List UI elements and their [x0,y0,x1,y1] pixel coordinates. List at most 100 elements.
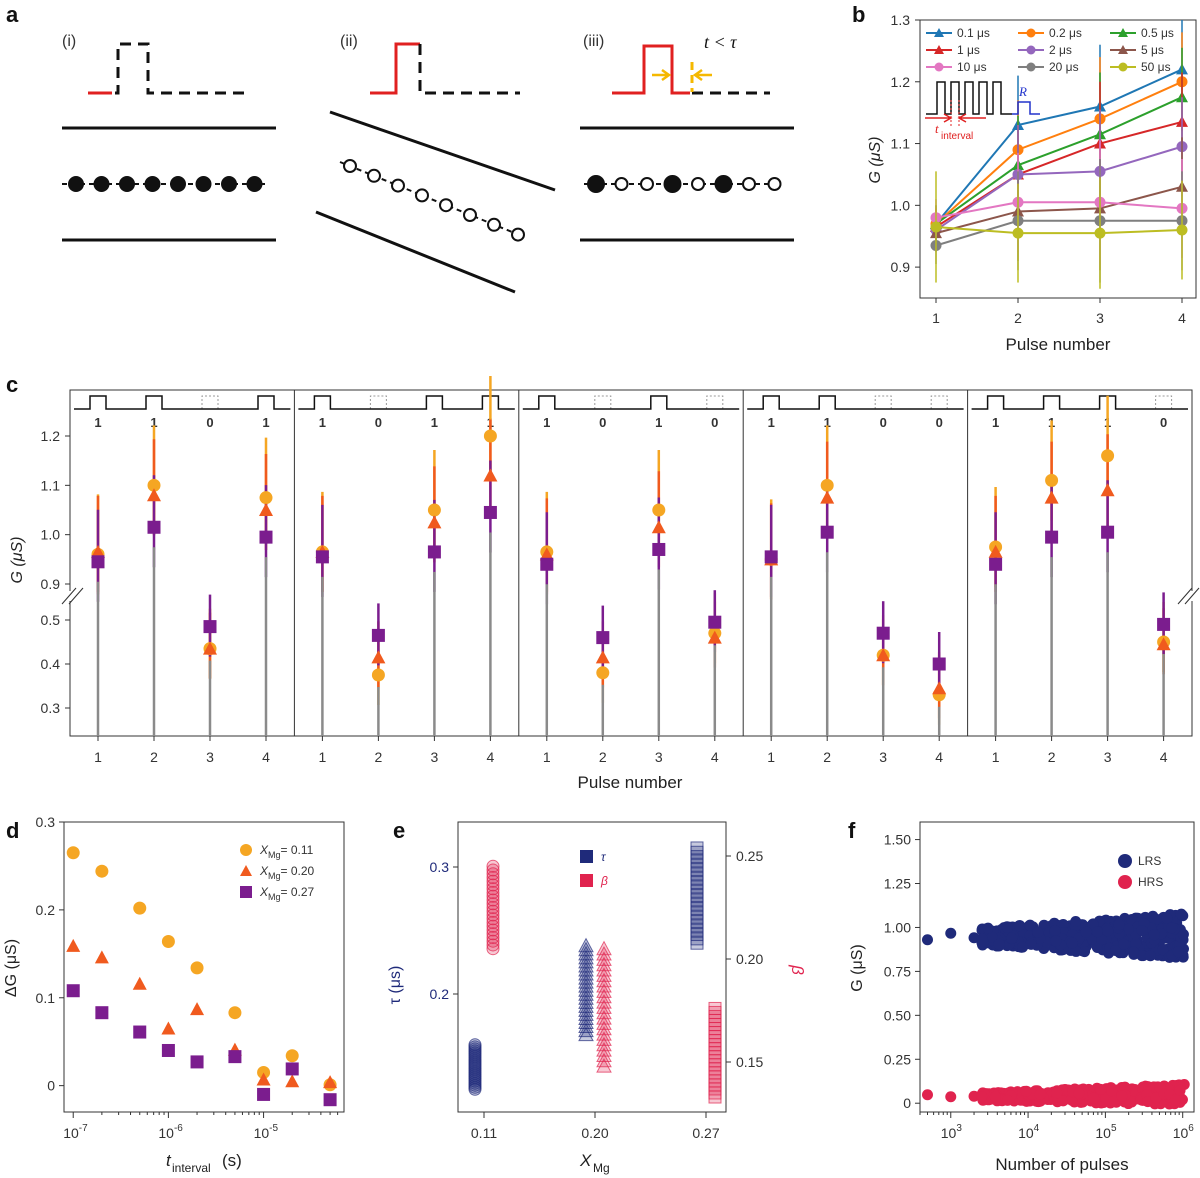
f-point [1148,929,1160,941]
d-point [95,1006,109,1020]
b-legend-label: 50 μs [1141,60,1171,74]
f-point [1057,1095,1069,1107]
f-point [1057,919,1069,931]
f-point [1017,941,1029,953]
d-legend-value: = 0.11 [281,843,314,857]
b-legend-label: 10 μs [957,60,987,74]
c-point-red [651,520,666,534]
d-point [228,1050,242,1064]
atom [391,178,405,193]
e-ytick-label-right: 0.15 [736,1054,763,1070]
e-point [578,1014,594,1030]
f-point [976,1091,988,1103]
panel-f-chart: 0 0.25 0.50 0.75 1.00 1.25 1.50 103 104 105 106 LR… [849,821,1195,1174]
f-point [921,1089,933,1101]
e-point [486,901,500,914]
f-point [1002,1094,1014,1106]
c-point-red [820,490,835,504]
b-xtick-label: 1 [932,310,940,326]
e-ytick-label-right: 0.20 [736,951,763,967]
d-point [190,1002,205,1016]
d-point [66,984,80,998]
d-point [161,935,175,949]
f-point [1024,919,1036,931]
d-point [228,1006,242,1020]
d-xtick-label: 10-7 [63,1123,88,1141]
c-point-purple [1157,617,1171,631]
c-point-purple [427,545,441,559]
e-point [486,934,500,948]
b-legend-marker [1026,28,1036,38]
f-point [1166,922,1178,934]
c-point-purple [371,628,385,642]
f-point [1157,944,1169,956]
panel-b-chart: 0.9 1.0 1.1 1.2 1.3 1 2 3 4 G (μS) Pulse number… [867,12,1197,354]
e-xtick-label: 0.27 [692,1125,719,1141]
f-point [1088,1092,1100,1104]
b-series-line [935,185,1183,235]
c-point-red [371,650,386,664]
e-point [486,878,500,892]
d-point [190,961,204,975]
c-point-orange [596,666,610,680]
d-point [66,938,81,952]
e-point [578,994,594,1009]
f-point [986,931,998,943]
f-xtick-label: 106 [1173,1123,1195,1141]
d-point [161,1043,175,1057]
c-bit-label: 0 [1160,415,1167,430]
e-point [486,927,500,941]
b-point [1012,227,1024,239]
e-point [578,1002,594,1017]
e-point [578,1006,594,1021]
e-point [486,938,500,952]
d-ytick-label: 0 [47,1078,55,1094]
c-ytick-label: 0.4 [41,656,61,672]
atom [246,176,263,192]
c-point-red [483,468,498,482]
c-ytick-label: 0.3 [41,700,61,716]
d-point [133,901,147,915]
e-ylabel-left: τ (μs) [387,966,404,1005]
e-point [486,908,500,922]
b-legend-label: 2 μs [1049,43,1072,57]
c-point-purple [315,550,329,564]
e-point [596,951,612,966]
e-point [596,961,612,977]
b-legend-label: 1 μs [957,43,980,57]
e-point [596,1042,612,1057]
atom [614,177,629,191]
sub-label-ii: (ii) [340,33,358,50]
e-point [486,882,500,896]
c-bit-label: 1 [768,415,775,430]
atom [439,198,453,213]
f-ytick-label: 1.00 [884,919,911,935]
e-legend-tau-swatch [580,850,593,863]
f-point [1127,946,1139,958]
e-point [486,923,500,937]
c-axis-break-gap [62,591,1198,601]
f-point [1070,945,1082,957]
c-point-purple [1101,525,1115,539]
f-point [1049,925,1061,937]
c-point-purple [91,555,105,569]
e-point [486,859,500,873]
c-xtick-label: 3 [431,749,439,765]
f-point [1169,1094,1181,1106]
e-point [596,1036,612,1052]
c-xtick-label: 1 [767,749,775,765]
b-ytick-label: 0.9 [891,259,911,275]
c-point-purple [203,620,217,634]
e-point [578,949,594,965]
c-xlabel: Pulse number [578,773,683,792]
atom [663,175,682,193]
b-xtick-label: 4 [1178,310,1186,326]
b-point [930,221,942,233]
b-inset-r-label: R [1018,84,1027,99]
c-skipped-pulse [874,395,892,409]
b-legend-label: 20 μs [1049,60,1079,74]
d-xtick-label: 10-5 [254,1123,279,1141]
d-legend-label: XMg= 0.27 [259,885,315,902]
d-xlabel-sub: interval [172,1161,211,1175]
